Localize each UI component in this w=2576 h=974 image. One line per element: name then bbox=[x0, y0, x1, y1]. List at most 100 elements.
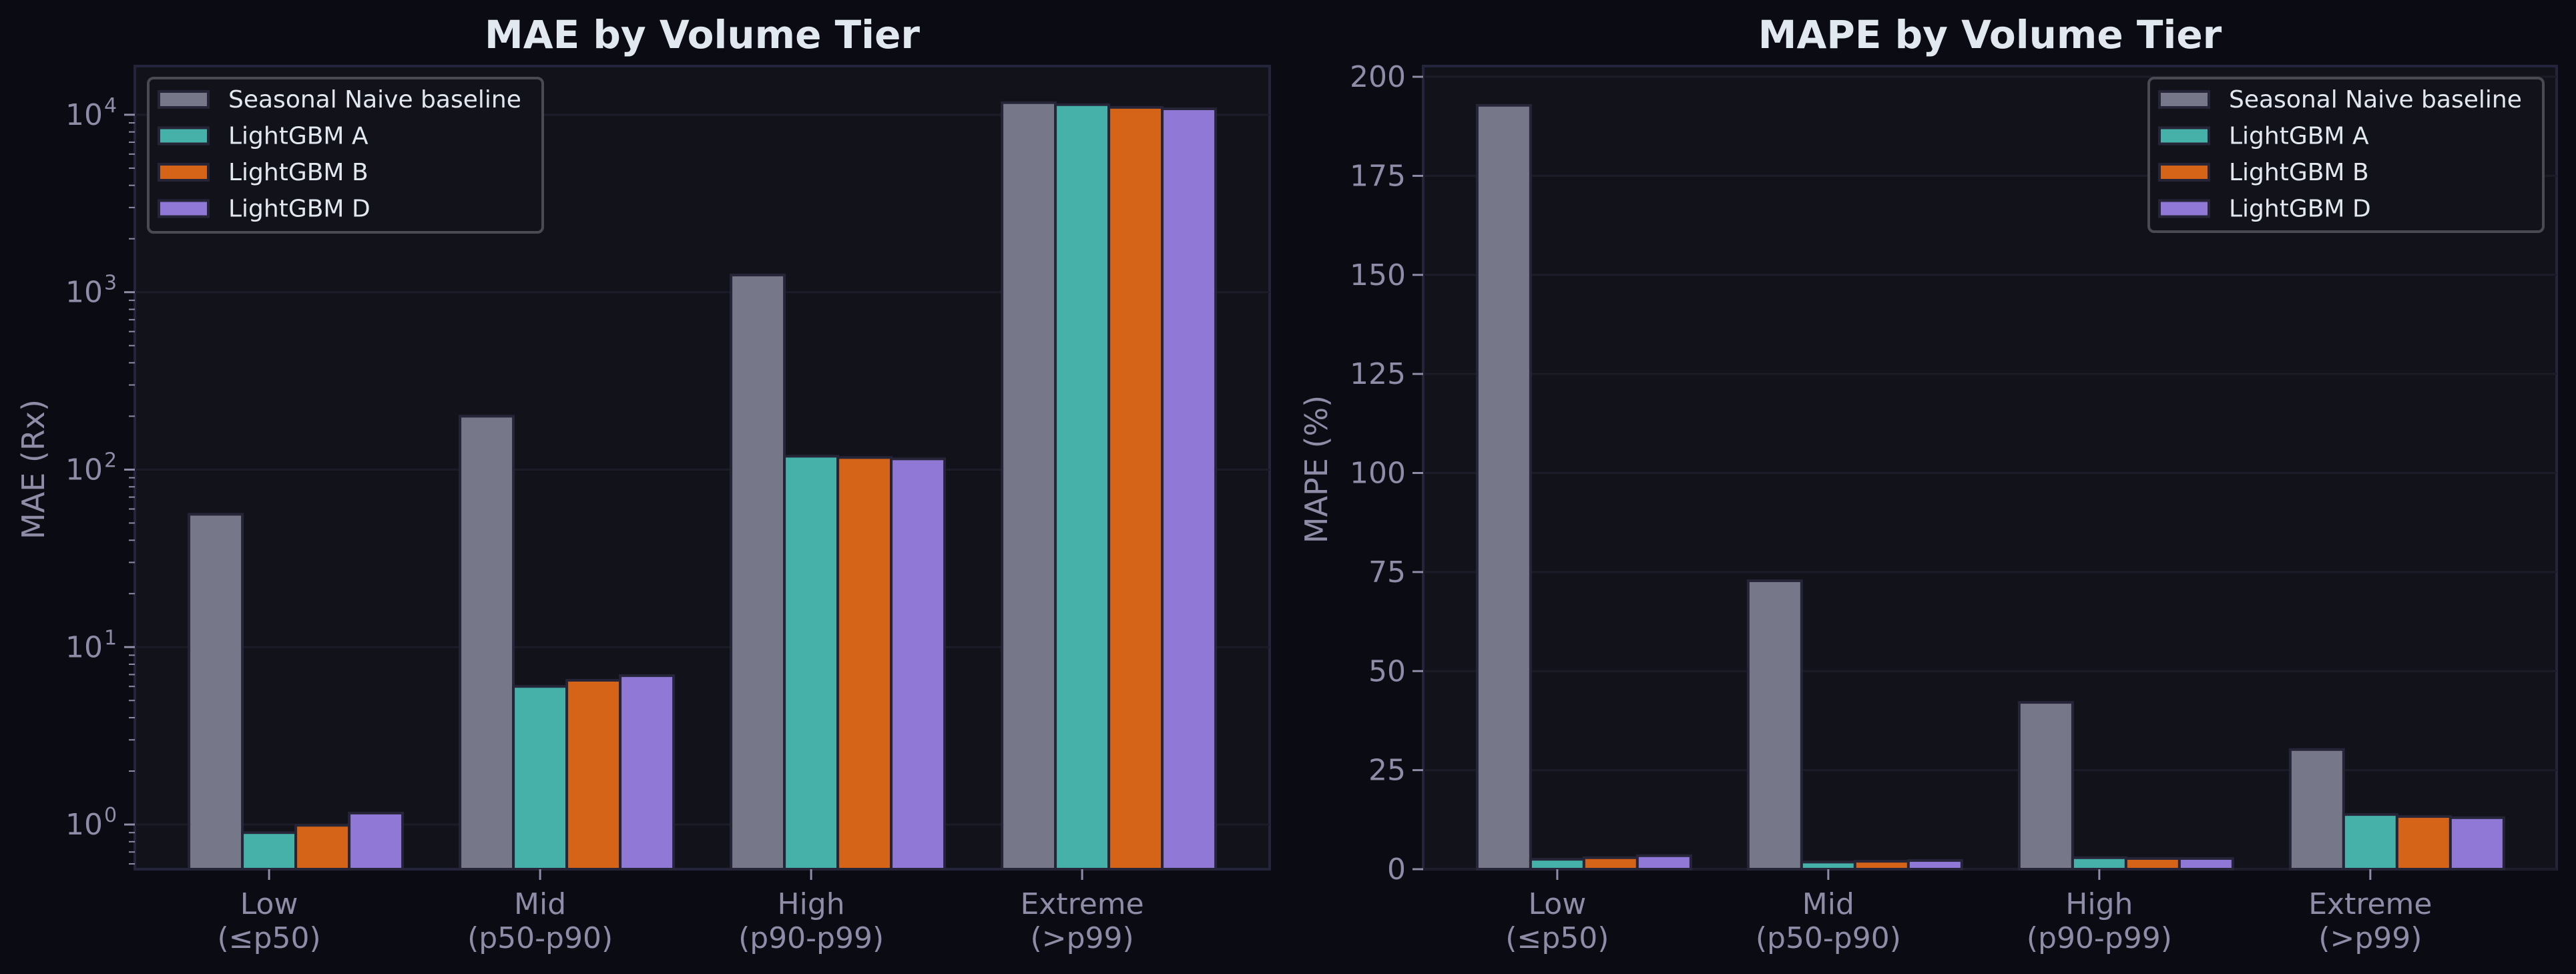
x-tick-label: Low bbox=[240, 887, 298, 921]
y-tick-exponent: 1 bbox=[104, 626, 117, 650]
bar-lightgbm-b bbox=[836, 456, 893, 871]
bar-lightgbm-d bbox=[890, 457, 947, 871]
mape-y-axis: 0 25 50 75 100 125 150 175 200 bbox=[1350, 60, 1423, 887]
mape-chart-title: MAPE by Volume Tier bbox=[1758, 12, 2222, 57]
y-tick-label: 175 bbox=[1350, 159, 1406, 193]
bar-lightgbm-a bbox=[2071, 856, 2127, 871]
bar-seasonal-naive-baseline bbox=[459, 415, 515, 871]
bar-seasonal-naive-baseline bbox=[2288, 748, 2345, 871]
mae-legend-box bbox=[147, 77, 544, 234]
y-tick-label: 10 bbox=[65, 98, 103, 132]
bar-lightgbm-b bbox=[2395, 815, 2452, 871]
legend-swatch bbox=[158, 163, 210, 182]
legend-label: Seasonal Naive baseline bbox=[228, 86, 521, 113]
mape-legend: Seasonal Naive baseline LightGBM A LightGB… bbox=[2147, 77, 2545, 233]
bar-lightgbm-d bbox=[2449, 816, 2505, 871]
x-tick-sublabel: (≤p50) bbox=[1505, 921, 1609, 955]
y-tick-exponent: 0 bbox=[104, 804, 117, 827]
y-tick-label: 50 bbox=[1368, 654, 1406, 688]
mae-x-axis: Low(≤p50) Mid(p50-p90) High(p90-p99) Extrem… bbox=[218, 869, 1144, 955]
y-tick-label: 10 bbox=[65, 808, 103, 842]
legend-label: Seasonal Naive baseline bbox=[2229, 86, 2522, 113]
y-tick-label: 25 bbox=[1368, 754, 1406, 788]
x-tick-label: High bbox=[778, 887, 845, 921]
mape-chart: MAPE by Volume Tier 0 25 50 75 100 125 150 175 2… bbox=[1298, 12, 2558, 955]
y-tick-label: 10 bbox=[65, 630, 103, 664]
bar-seasonal-naive-baseline bbox=[1001, 101, 1057, 871]
bar-lightgbm-b bbox=[1582, 856, 1639, 871]
y-tick-label: 75 bbox=[1368, 555, 1406, 589]
x-tick-sublabel: (p50-p90) bbox=[1756, 921, 1901, 955]
y-tick-label: 150 bbox=[1350, 258, 1406, 292]
x-tick-sublabel: (>p99) bbox=[1031, 921, 1134, 955]
legend-label: LightGBM B bbox=[228, 159, 368, 186]
x-tick-sublabel: (p90-p99) bbox=[2027, 921, 2172, 955]
mape-y-axis-label: MAPE (%) bbox=[1298, 395, 1334, 543]
mae-y-axis-label: MAE (Rx) bbox=[15, 399, 51, 539]
y-tick-exponent: 3 bbox=[104, 272, 117, 295]
legend-swatch bbox=[158, 199, 210, 218]
x-tick-label: High bbox=[2065, 887, 2133, 921]
y-tick-exponent: 4 bbox=[104, 94, 117, 117]
bar-lightgbm-b bbox=[1853, 860, 1910, 871]
bar-lightgbm-d bbox=[348, 811, 405, 871]
mae-bars bbox=[188, 101, 1218, 871]
legend-label: LightGBM A bbox=[228, 123, 368, 150]
x-tick-label: Extreme bbox=[2308, 887, 2432, 921]
bar-lightgbm-a bbox=[1054, 103, 1111, 871]
mape-legend-box bbox=[2147, 77, 2545, 233]
bar-lightgbm-a bbox=[1529, 858, 1585, 871]
y-tick-label: 100 bbox=[1350, 457, 1406, 491]
mape-bars bbox=[1475, 103, 2505, 871]
legend-label: LightGBM D bbox=[228, 196, 370, 223]
mape-x-axis: Low(≤p50) Mid(p50-p90) High(p90-p99) Extrem… bbox=[1505, 869, 2432, 955]
bar-seasonal-naive-baseline bbox=[188, 513, 244, 871]
y-tick-label: 0 bbox=[1387, 853, 1406, 887]
legend-swatch bbox=[158, 90, 210, 109]
legend-swatch bbox=[2158, 90, 2210, 109]
bar-seasonal-naive-baseline bbox=[2017, 701, 2074, 871]
bar-lightgbm-d bbox=[1161, 107, 1218, 871]
x-tick-sublabel: (p50-p90) bbox=[467, 921, 613, 955]
legend-swatch bbox=[158, 126, 210, 146]
x-tick-sublabel: (≤p50) bbox=[218, 921, 321, 955]
y-tick-label: 125 bbox=[1350, 357, 1406, 391]
legend-label: LightGBM D bbox=[2229, 196, 2371, 223]
legend-label: LightGBM A bbox=[2229, 123, 2369, 150]
bar-lightgbm-a bbox=[241, 831, 298, 871]
bar-seasonal-naive-baseline bbox=[1746, 579, 1803, 871]
bar-seasonal-naive-baseline bbox=[730, 273, 786, 871]
bar-lightgbm-d bbox=[1906, 859, 1963, 871]
mae-chart-title: MAE by Volume Tier bbox=[485, 12, 920, 57]
bar-lightgbm-b bbox=[565, 678, 622, 871]
bar-lightgbm-b bbox=[2124, 857, 2181, 871]
bar-lightgbm-b bbox=[1107, 105, 1164, 871]
x-tick-label: Low bbox=[1529, 887, 1587, 921]
y-tick-exponent: 2 bbox=[104, 449, 117, 472]
bar-lightgbm-d bbox=[1635, 854, 1692, 871]
y-tick-label: 10 bbox=[65, 276, 103, 310]
x-tick-label: Extreme bbox=[1021, 887, 1144, 921]
bar-seasonal-naive-baseline bbox=[1475, 103, 1532, 871]
bar-lightgbm-a bbox=[2342, 813, 2398, 871]
legend-swatch bbox=[2158, 199, 2210, 218]
bar-lightgbm-d bbox=[2177, 857, 2234, 871]
x-tick-sublabel: (>p99) bbox=[2318, 921, 2422, 955]
bar-lightgbm-a bbox=[783, 455, 840, 871]
x-tick-label: Mid bbox=[1802, 887, 1854, 921]
y-tick-label: 10 bbox=[65, 453, 103, 487]
y-tick-label: 200 bbox=[1350, 60, 1406, 94]
legend-label: LightGBM B bbox=[2229, 159, 2369, 186]
bar-lightgbm-d bbox=[619, 674, 676, 871]
mae-legend: Seasonal Naive baseline LightGBM A LightGB… bbox=[147, 77, 544, 234]
legend-swatch bbox=[2158, 163, 2210, 182]
x-tick-sublabel: (p90-p99) bbox=[738, 921, 884, 955]
bar-lightgbm-a bbox=[512, 685, 569, 871]
legend-swatch bbox=[2158, 126, 2210, 146]
x-tick-label: Mid bbox=[514, 887, 566, 921]
bar-lightgbm-a bbox=[1800, 861, 1856, 871]
bar-lightgbm-b bbox=[294, 824, 351, 871]
